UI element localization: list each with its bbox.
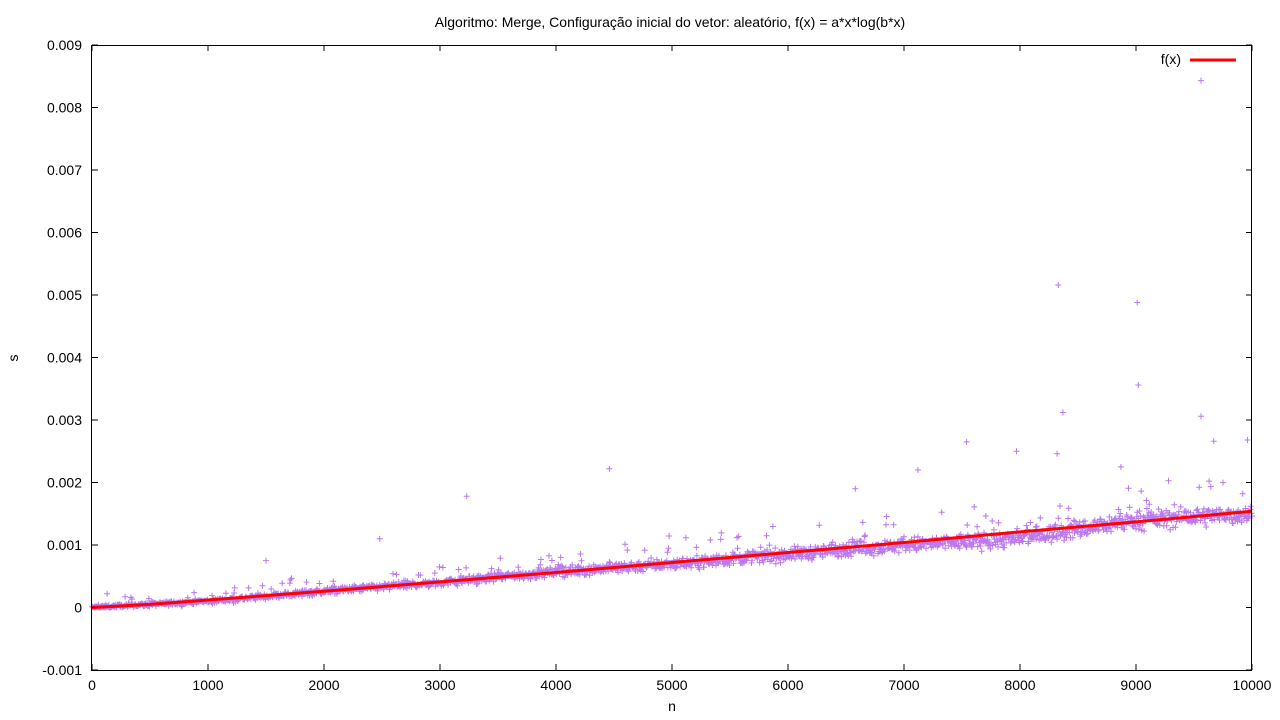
fit-line xyxy=(91,509,1253,609)
x-tick-label: 5000 xyxy=(656,677,687,693)
x-tick-label: 0 xyxy=(88,677,96,693)
x-tick-label: 6000 xyxy=(772,677,803,693)
y-tick-label: -0.001 xyxy=(42,662,82,678)
y-tick-label: 0 xyxy=(74,600,82,616)
plot-frame xyxy=(91,45,1252,671)
scatter-points xyxy=(89,77,1255,611)
x-tick-label: 4000 xyxy=(540,677,571,693)
y-tick-label: 0.008 xyxy=(47,100,82,116)
x-tick-label: 3000 xyxy=(424,677,455,693)
y-tick-label: 0.001 xyxy=(47,537,82,553)
x-tick-label: 7000 xyxy=(888,677,919,693)
x-tick-label: 2000 xyxy=(308,677,339,693)
x-axis: 0 1000 2000 3000 4000 5000 6000 7000 8000 9000 100… xyxy=(88,45,1272,693)
x-axis-label: n xyxy=(668,698,676,714)
fit-layer xyxy=(91,509,1253,609)
legend: f(x) xyxy=(1161,51,1236,67)
chart-title: Algoritmo: Merge, Configuração inicial d… xyxy=(435,14,905,30)
x-tick-label: 1000 xyxy=(192,677,223,693)
y-tick-label: 0.007 xyxy=(47,162,82,178)
y-axis: -0.001 0 0.001 0.002 0.003 0.004 0.005 0.006 0.0… xyxy=(42,37,1252,678)
y-tick-label: 0.003 xyxy=(47,412,82,428)
y-tick-label: 0.009 xyxy=(47,37,82,53)
x-tick-label: 9000 xyxy=(1120,677,1151,693)
y-axis-label: s xyxy=(5,355,21,362)
legend-label-fx: f(x) xyxy=(1161,51,1181,67)
y-tick-label: 0.005 xyxy=(47,287,82,303)
points-layer xyxy=(89,77,1255,611)
x-tick-label: 8000 xyxy=(1004,677,1035,693)
x-tick-label: 10000 xyxy=(1233,677,1272,693)
y-tick-label: 0.002 xyxy=(47,475,82,491)
y-tick-label: 0.004 xyxy=(47,350,82,366)
y-tick-label: 0.006 xyxy=(47,225,82,241)
